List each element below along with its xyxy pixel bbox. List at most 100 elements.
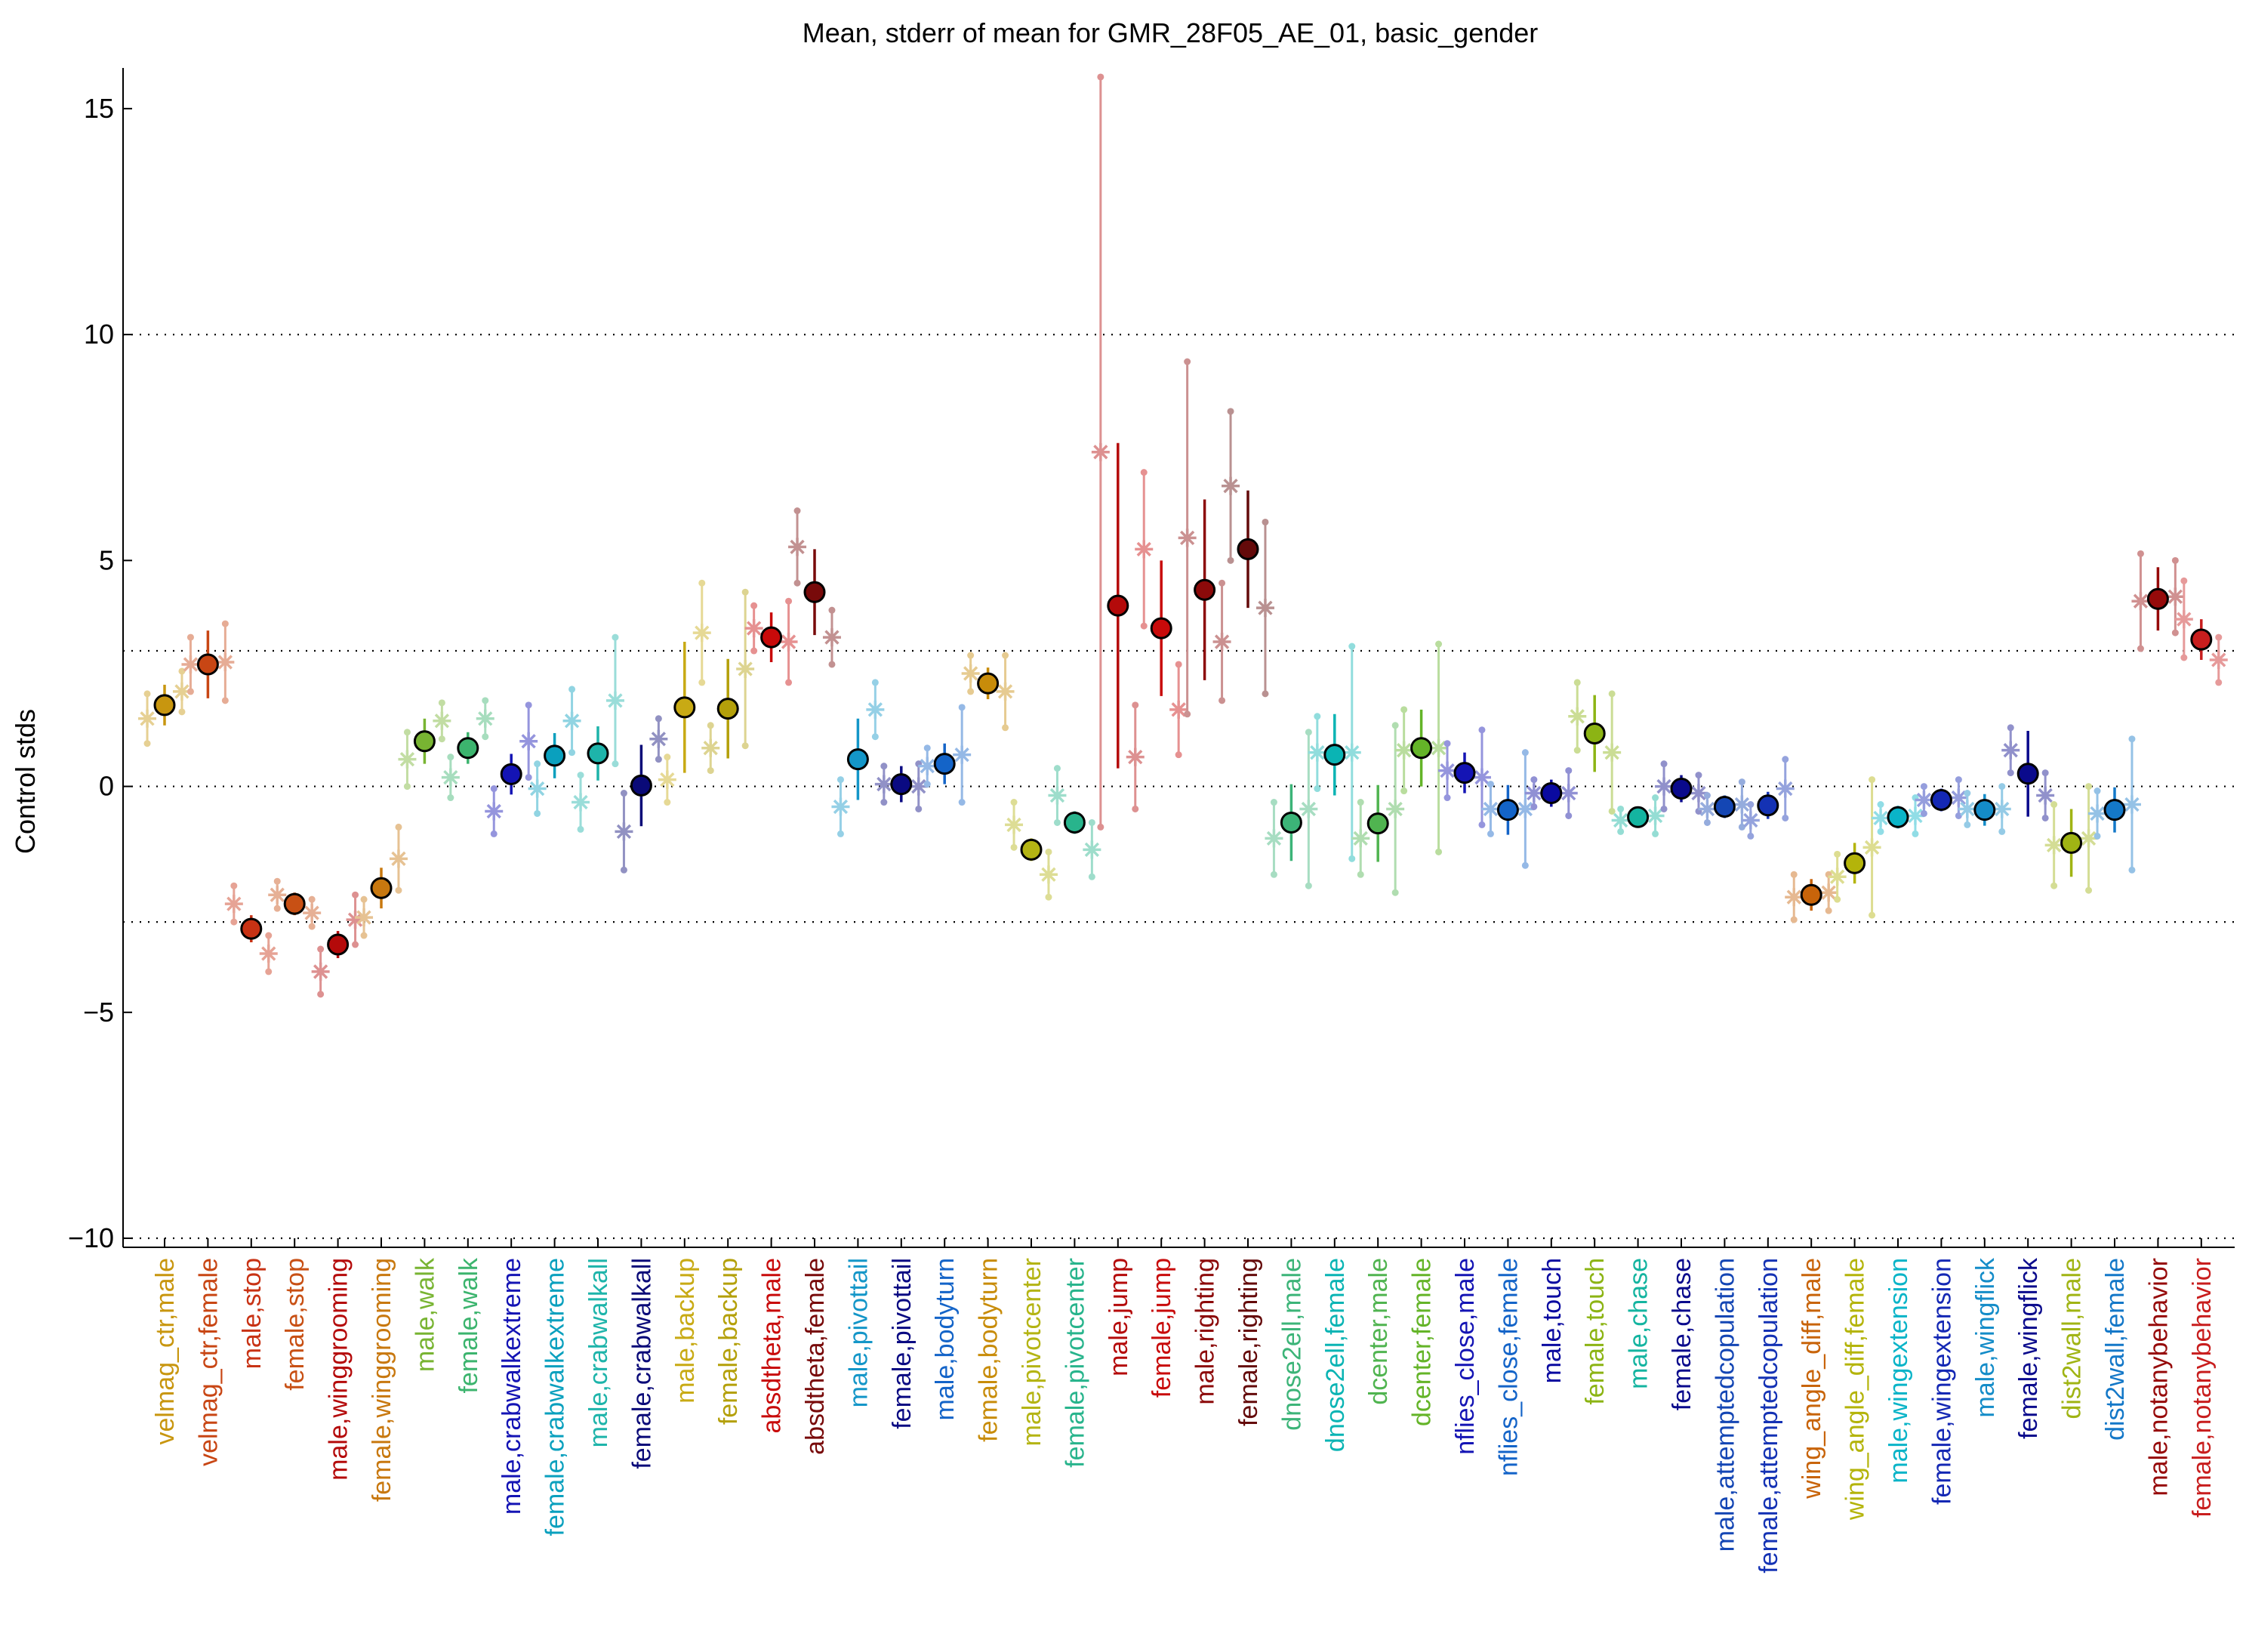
errorbar-cap [741, 742, 749, 750]
errorbar-cap [664, 799, 671, 806]
errorbar-cap [1227, 408, 1234, 415]
errorbar-cap [1088, 873, 1095, 880]
data-point [196, 653, 219, 676]
category-group [1048, 765, 1101, 880]
data-point [283, 892, 306, 915]
data-point [1800, 883, 1822, 906]
errorbar-cap [1964, 821, 1971, 828]
x-tick-label: female,winggrooming [368, 1258, 396, 1502]
y-tick-label: −10 [68, 1222, 114, 1253]
data-point-star [1126, 747, 1145, 766]
errorbar-cap [221, 697, 229, 704]
data-point-star [831, 797, 850, 816]
errorbar-cap [2128, 735, 2136, 743]
errorbar-cap [1912, 830, 1919, 837]
errorbar-cap [750, 647, 758, 655]
errorbar-cap [1140, 622, 1148, 630]
data-point-star [1394, 741, 1413, 760]
errorbar-cap [1132, 701, 1139, 709]
data-point [457, 737, 479, 760]
data-point-star [2079, 829, 2098, 848]
errorbar-cap [525, 774, 532, 781]
data-point-star [398, 750, 417, 769]
errorbar-cap [1955, 812, 1962, 819]
errorbar-cap [1348, 855, 1356, 862]
data-point-star [1212, 633, 1231, 652]
errorbar-cap [403, 729, 411, 736]
errorbar-cap [577, 772, 584, 779]
errorbar-cap [1132, 805, 1139, 812]
errorbar-cap [1175, 751, 1182, 759]
data-point-star [1603, 743, 1622, 762]
errorbar-cap [2137, 550, 2144, 557]
data-point-star [953, 745, 972, 764]
data-point-star [476, 709, 494, 728]
data-point-star [1741, 811, 1760, 830]
data-point [1107, 594, 1129, 617]
y-tick-label: 15 [84, 93, 114, 124]
data-point [1973, 799, 1996, 821]
errorbar-cap [230, 882, 238, 889]
errorbar-cap [534, 809, 541, 817]
data-point [1627, 806, 1650, 828]
errorbar-cap [568, 686, 576, 693]
x-tick-label: female,bodyturn [975, 1258, 1003, 1442]
data-point-star [1949, 788, 1968, 807]
category-group [572, 633, 624, 833]
errorbar-cap [438, 735, 445, 743]
errorbar-cap [2137, 645, 2144, 652]
category-group [744, 597, 798, 686]
errorbar-cap [1998, 783, 2006, 791]
data-point-star [1559, 784, 1578, 803]
data-point-star [1819, 883, 1838, 902]
data-point-star [1568, 707, 1587, 726]
errorbar-cap [2128, 866, 2136, 874]
errorbar-cap [482, 733, 489, 741]
x-tick-label: male,crabwalkextreme [498, 1258, 526, 1515]
errorbar-cap [1738, 778, 1745, 786]
data-point-star [1698, 800, 1717, 818]
errorbar-cap [352, 941, 359, 948]
errorbar-cap [265, 968, 273, 975]
errorbar-cap [1617, 828, 1625, 835]
data-point-star [1785, 888, 1804, 907]
category-group [1785, 871, 1838, 923]
data-point-star [866, 700, 885, 719]
errorbar-cap [1964, 790, 1971, 797]
data-point-star [649, 729, 668, 748]
errorbar-cap [2050, 801, 2058, 809]
data-point [1194, 578, 1216, 601]
data-point [327, 933, 350, 956]
errorbar-cap [1521, 861, 1529, 869]
errorbar-cap [1487, 781, 1494, 788]
category-group [2174, 577, 2228, 686]
data-point-star [1872, 809, 1890, 828]
errorbar-cap [750, 602, 758, 609]
x-tick-label: male,bodyturn [931, 1258, 960, 1420]
data-point-star [1005, 815, 1024, 834]
errorbar-cap [793, 579, 801, 587]
errorbar-cap [1747, 801, 1755, 809]
x-tick-label: male,attemptedcopulation [1711, 1258, 1739, 1552]
errorbar-cap [1834, 895, 1841, 903]
data-point [2146, 587, 2169, 610]
errorbar-cap [1565, 812, 1573, 819]
category-group [1308, 643, 1361, 862]
category-group [1698, 778, 1752, 831]
data-point-star [1308, 743, 1326, 762]
category-group [1611, 794, 1665, 837]
errorbar-cap [1219, 579, 1226, 587]
category-group [1828, 776, 1881, 919]
category-group [961, 652, 1015, 732]
x-tick-label: female,wingextension [1927, 1258, 1956, 1505]
x-tick-label: male,stop [238, 1258, 267, 1369]
errorbar-cap [612, 633, 619, 641]
errorbar-cap [958, 704, 966, 711]
errorbar-cap [967, 652, 975, 659]
category-group [485, 701, 538, 837]
errorbar-cap [836, 776, 844, 784]
errorbar-cap [1045, 893, 1052, 901]
errorbar-cap [1478, 821, 1486, 828]
errorbar-cap [447, 794, 454, 802]
errorbar-cap [620, 866, 627, 874]
